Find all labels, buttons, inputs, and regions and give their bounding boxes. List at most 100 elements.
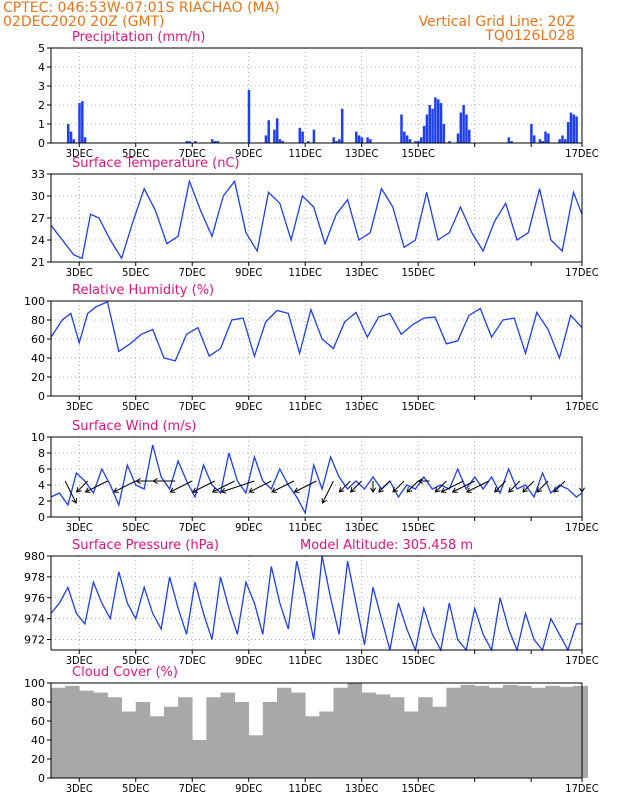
precip-ytick-label: 4	[38, 61, 45, 74]
press-xtick-label: 17DEC	[565, 654, 598, 667]
precip-bar	[307, 141, 310, 143]
cloud-ytick-label: 80	[31, 696, 45, 709]
precip-bar	[66, 124, 70, 143]
cloud-bar	[65, 685, 80, 778]
temp-ytick-label: 33	[31, 168, 45, 181]
rh-title: Relative Humidity (%)	[72, 283, 214, 298]
cloud-xtick-label: 17DEC	[565, 782, 598, 795]
temp-ytick-label: 24	[31, 234, 45, 247]
precip-bar	[332, 137, 335, 143]
wind-vector-head	[417, 477, 424, 485]
wind-vector	[113, 480, 136, 493]
rh-ytick-label: 20	[31, 371, 45, 384]
precip-bar	[213, 141, 217, 143]
wind-vector	[378, 480, 391, 493]
rh-xtick-label: 9DEC	[235, 400, 262, 413]
wind-vector-head	[71, 497, 78, 504]
precip-bar	[538, 139, 542, 143]
precip-bar	[275, 118, 279, 143]
precip-ytick-label: 1	[38, 118, 45, 131]
wind-vector-head	[451, 487, 458, 493]
rh-ytick-label: 60	[31, 333, 45, 346]
cloud-bar	[178, 697, 193, 778]
precip-bar	[436, 99, 440, 143]
wind-vector	[522, 480, 535, 493]
wind-vector	[406, 480, 419, 493]
cloud-bar	[446, 687, 461, 778]
wind-vector	[494, 480, 507, 493]
wind-vector	[392, 480, 405, 493]
precip-bar	[422, 125, 426, 143]
press-xtick-label: 3DEC	[66, 654, 93, 667]
precip-bar	[267, 120, 270, 143]
wind-vector-head	[434, 487, 441, 493]
wind-vector-head	[494, 487, 500, 493]
precip-xtick-label: 11DEC	[289, 147, 322, 160]
wind-ytick-label: 0	[38, 511, 45, 524]
precip-ytick-label: 3	[38, 80, 45, 93]
precip-xtick-label: 7DEC	[179, 147, 206, 160]
wind-vector-head	[465, 487, 472, 493]
precip-bar	[69, 131, 73, 143]
precip-bar	[188, 141, 191, 143]
wind-vector	[466, 480, 490, 493]
cloud-xtick-label: 3DEC	[66, 782, 93, 795]
cloud-bar	[220, 692, 235, 778]
precip-xtick-label: 5DEC	[122, 147, 149, 160]
precip-bar	[564, 139, 567, 143]
precip-bar	[273, 129, 276, 143]
cloud-bar	[404, 711, 419, 778]
temp-title: Surface Temperature (nC)	[72, 156, 240, 171]
wind-ytick-label: 6	[38, 463, 45, 476]
header-station: CPTEC: 046:53W-07:01S RIACHAO (MA)	[3, 0, 280, 16]
wind-vector	[294, 480, 317, 493]
precip-bar	[335, 141, 338, 143]
cloud-bar	[276, 687, 292, 778]
wind-xtick-label: 15DEC	[401, 521, 434, 534]
cloud-bar	[432, 706, 447, 778]
cloud-bar	[79, 690, 94, 778]
wind-vector-head	[76, 487, 82, 493]
press-ytick-label: 976	[24, 592, 45, 605]
cloud-bar	[291, 692, 306, 778]
cloud-title: Cloud Cover (%)	[72, 665, 178, 680]
wind-vector	[452, 480, 475, 493]
press-ytick-label: 978	[24, 571, 45, 584]
temp-xtick-label: 9DEC	[235, 266, 262, 279]
cloud-bar	[93, 692, 108, 778]
precip-bar	[465, 114, 468, 143]
cloud-bar	[375, 694, 391, 778]
cloud-ytick-label: 60	[31, 715, 45, 728]
precip-bar	[405, 135, 409, 143]
precip-bar	[83, 137, 87, 143]
cloud-bar	[149, 716, 165, 778]
precip-bar	[369, 139, 372, 143]
precip-bar	[530, 124, 533, 143]
cloud-bar	[531, 687, 546, 778]
wind-vector	[212, 480, 235, 493]
press-ytick-label: 974	[24, 613, 45, 626]
precip-ytick-label: 0	[38, 137, 45, 150]
cloud-bar	[234, 702, 250, 778]
cloud-bar	[121, 711, 137, 778]
precip-bar	[414, 141, 417, 143]
cloud-bar	[418, 697, 433, 778]
rh-xtick-label: 17DEC	[565, 400, 598, 413]
precip-bar	[357, 135, 361, 143]
wind-vector	[169, 480, 193, 493]
wind-ytick-label: 10	[31, 431, 45, 444]
wind-vector-head	[220, 487, 227, 494]
precip-bar	[434, 97, 437, 143]
temp-xtick-label: 13DEC	[345, 266, 378, 279]
rh-panel: Relative Humidity (%) 0 20 40 60 80 100 3DEC 5DE…	[24, 283, 599, 413]
cloud-bar	[305, 716, 320, 778]
cloud-xtick-label: 9DEC	[235, 782, 262, 795]
cloud-frame	[50, 682, 583, 779]
cloud-xtick-label: 7DEC	[179, 782, 206, 795]
wind-title: Surface Wind (m/s)	[72, 419, 196, 434]
rh-frame	[50, 300, 583, 397]
wind-vector-head	[392, 487, 399, 493]
precip-bar	[510, 141, 513, 143]
press-xtick-label: 5DEC	[122, 654, 149, 667]
